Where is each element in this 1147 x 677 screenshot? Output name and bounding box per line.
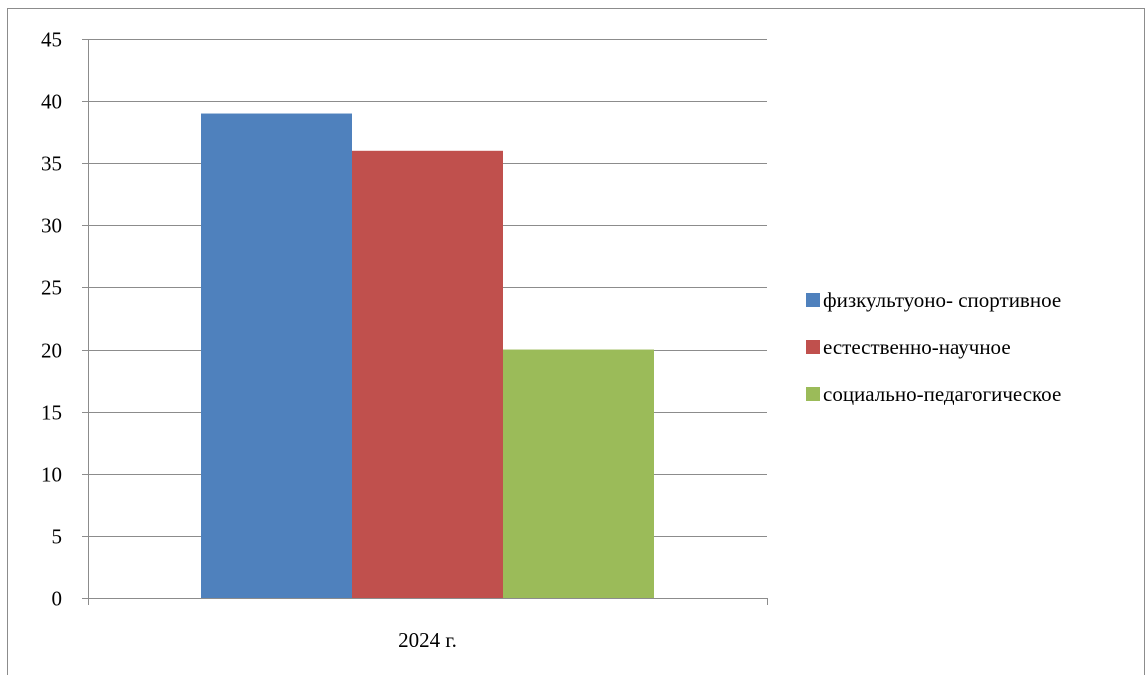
legend-swatch	[806, 293, 820, 307]
y-tick-label: 30	[41, 214, 62, 238]
bar	[352, 150, 503, 599]
legend: физкультуоно- спортивное естественно-науч…	[806, 288, 1061, 406]
y-tick-label: 35	[41, 152, 62, 176]
y-tick-label: 15	[41, 401, 62, 425]
y-tick-label: 25	[41, 276, 62, 300]
y-tick-label: 20	[41, 339, 62, 363]
y-tick-label: 40	[41, 90, 62, 114]
bar	[503, 349, 654, 598]
axes	[82, 39, 768, 605]
bar	[201, 113, 352, 599]
y-tick-label: 5	[52, 525, 63, 549]
y-tick-label: 0	[52, 587, 63, 611]
bars	[201, 113, 654, 599]
tick-labels: 0 5 10 15 20 25 30 35 40 45 2024 г.	[41, 28, 457, 653]
y-tick-label: 10	[41, 463, 62, 487]
legend-label: физкультуоно- спортивное	[823, 288, 1061, 312]
legend-swatch	[806, 387, 820, 401]
y-tick-label: 45	[41, 28, 62, 52]
chart-frame	[7, 8, 1145, 675]
x-tick-label: 2024 г.	[398, 628, 457, 652]
legend-label: социально-педагогическое	[823, 382, 1061, 406]
legend-swatch	[806, 340, 820, 354]
legend-label: естественно-научное	[823, 335, 1011, 359]
